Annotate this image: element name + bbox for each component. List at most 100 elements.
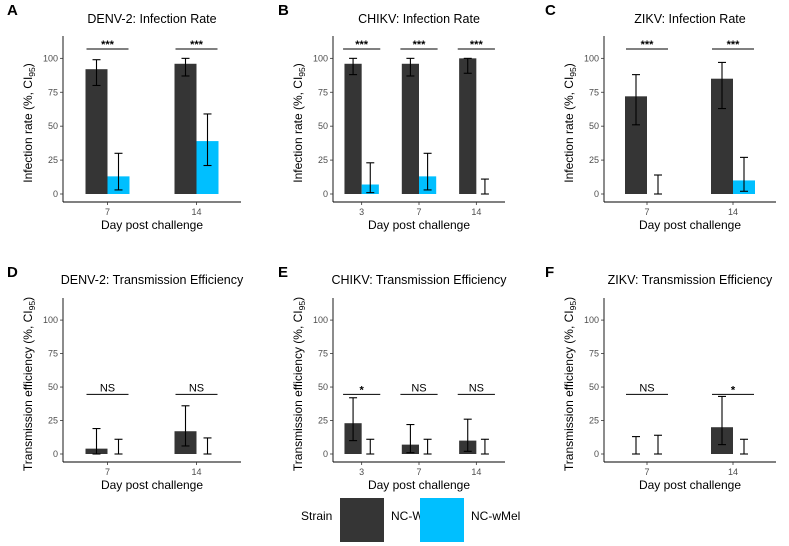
x-tick-label: 14 [728,207,738,217]
y-axis-label: Transmission efficiency (%, CI95) [562,297,578,471]
y-tick-label: 75 [48,87,58,97]
panel-letter: A [7,2,18,19]
y-axis-label: Infection rate (%, CI95) [291,63,307,183]
panel-b: B CHIKV: Infection Rate 0 25 50 75 100 Infectio… [278,2,505,232]
x-tick-label: 14 [471,467,481,477]
y-tick-label: 50 [48,382,58,392]
bar-nc-wt-day-7 [401,63,419,195]
y-axis-label: Transmission efficiency (%, CI95) [291,297,307,471]
y-tick-label: 75 [589,87,599,97]
bar-nc-wt-day-3 [344,63,362,195]
y-tick-label: 0 [594,189,599,199]
significance-label: *** [641,39,655,51]
legend-key-nc-wt [340,498,384,542]
y-tick-label: 100 [584,53,599,63]
significance-label: NS [100,382,115,394]
y-tick-label: 0 [323,449,328,459]
significance-label: NS [469,382,484,394]
panel-c: C ZIKV: Infection Rate 0 25 50 75 100 Infection… [545,2,776,232]
panel-letter: E [278,264,288,281]
panel-a: A DENV-2: Infection Rate 0 25 50 75 100 Infecti… [7,2,241,232]
y-tick-label: 75 [589,349,599,359]
x-tick-label: 7 [105,467,110,477]
y-tick-label: 25 [318,416,328,426]
y-tick-label: 75 [48,349,58,359]
panel-title: CHIKV: Transmission Efficiency [331,273,507,287]
x-tick-label: 14 [728,467,738,477]
panel-title: ZIKV: Infection Rate [634,12,745,26]
y-tick-label: 100 [43,315,58,325]
panel-title: ZIKV: Transmission Efficiency [608,273,773,287]
y-tick-label: 50 [318,382,328,392]
x-tick-label: 7 [644,467,649,477]
significance-label: *** [190,39,204,51]
y-axis-label: Infection rate (%, CI95) [562,63,578,183]
panel-letter: D [7,264,18,281]
y-tick-label: 50 [318,121,328,131]
y-tick-label: 50 [589,121,599,131]
legend-label-nc-wmel: NC-wMel [471,509,520,523]
x-tick-label: 7 [416,207,421,217]
y-tick-label: 0 [53,449,58,459]
panel-letter: C [545,2,556,19]
x-tick-label: 14 [191,467,201,477]
x-tick-label: 3 [359,467,364,477]
panel-title: DENV-2: Infection Rate [87,12,216,26]
significance-label: *** [470,39,484,51]
x-axis-label: Day post challenge [639,218,741,232]
y-axis-label: Transmission efficiency (%, CI95) [21,297,37,471]
y-tick-label: 100 [584,315,599,325]
bar-nc-wt-day-14 [711,78,733,194]
y-tick-label: 25 [589,416,599,426]
bar-nc-wt-day-7 [85,69,108,194]
y-tick-label: 75 [318,87,328,97]
bar-nc-wt-day-7 [625,96,647,194]
y-tick-label: 0 [323,189,328,199]
legend-title: Strain [301,509,332,523]
x-tick-label: 14 [191,207,201,217]
bar-nc-wmel-day-14 [196,141,219,194]
bar-nc-wt-day-14 [459,58,477,194]
panel-letter: B [278,2,289,19]
significance-label: NS [189,382,204,394]
y-tick-label: 25 [48,416,58,426]
significance-label: *** [413,39,427,51]
y-axis-label: Infection rate (%, CI95) [21,63,37,183]
panel-e: E CHIKV: Transmission Efficiency 0 25 50 75 10… [278,264,507,492]
x-tick-label: 7 [644,207,649,217]
y-tick-label: 100 [313,53,328,63]
panel-f: F ZIKV: Transmission Efficiency 0 25 50 75 100… [545,264,776,492]
x-axis-label: Day post challenge [101,218,203,232]
panel-title: DENV-2: Transmission Efficiency [61,273,244,287]
y-tick-label: 50 [589,382,599,392]
y-tick-label: 25 [318,155,328,165]
x-tick-label: 7 [416,467,421,477]
y-tick-label: 75 [318,349,328,359]
y-tick-label: 100 [313,315,328,325]
y-tick-label: 0 [594,449,599,459]
significance-label: *** [355,39,369,51]
x-tick-label: 7 [105,207,110,217]
x-axis-label: Day post challenge [639,478,741,492]
panel-letter: F [545,264,554,281]
x-tick-label: 3 [359,207,364,217]
significance-label: * [360,384,365,396]
significance-label: NS [411,382,426,394]
legend: Strain NC-WT NC-wMel [301,498,520,542]
x-axis-label: Day post challenge [368,218,470,232]
panel-d: D DENV-2: Transmission Efficiency 0 25 50 75 1… [7,264,244,492]
x-axis-label: Day post challenge [368,478,470,492]
significance-label: *** [727,39,741,51]
significance-label: *** [101,39,115,51]
y-tick-label: 0 [53,189,58,199]
significance-label: * [731,384,736,396]
y-tick-label: 50 [48,121,58,131]
panel-title: CHIKV: Infection Rate [358,12,480,26]
y-tick-label: 25 [589,155,599,165]
y-tick-label: 25 [48,155,58,165]
y-tick-label: 100 [43,53,58,63]
bar-nc-wt-day-14 [174,63,197,195]
significance-label: NS [639,382,654,394]
x-tick-label: 14 [471,207,481,217]
